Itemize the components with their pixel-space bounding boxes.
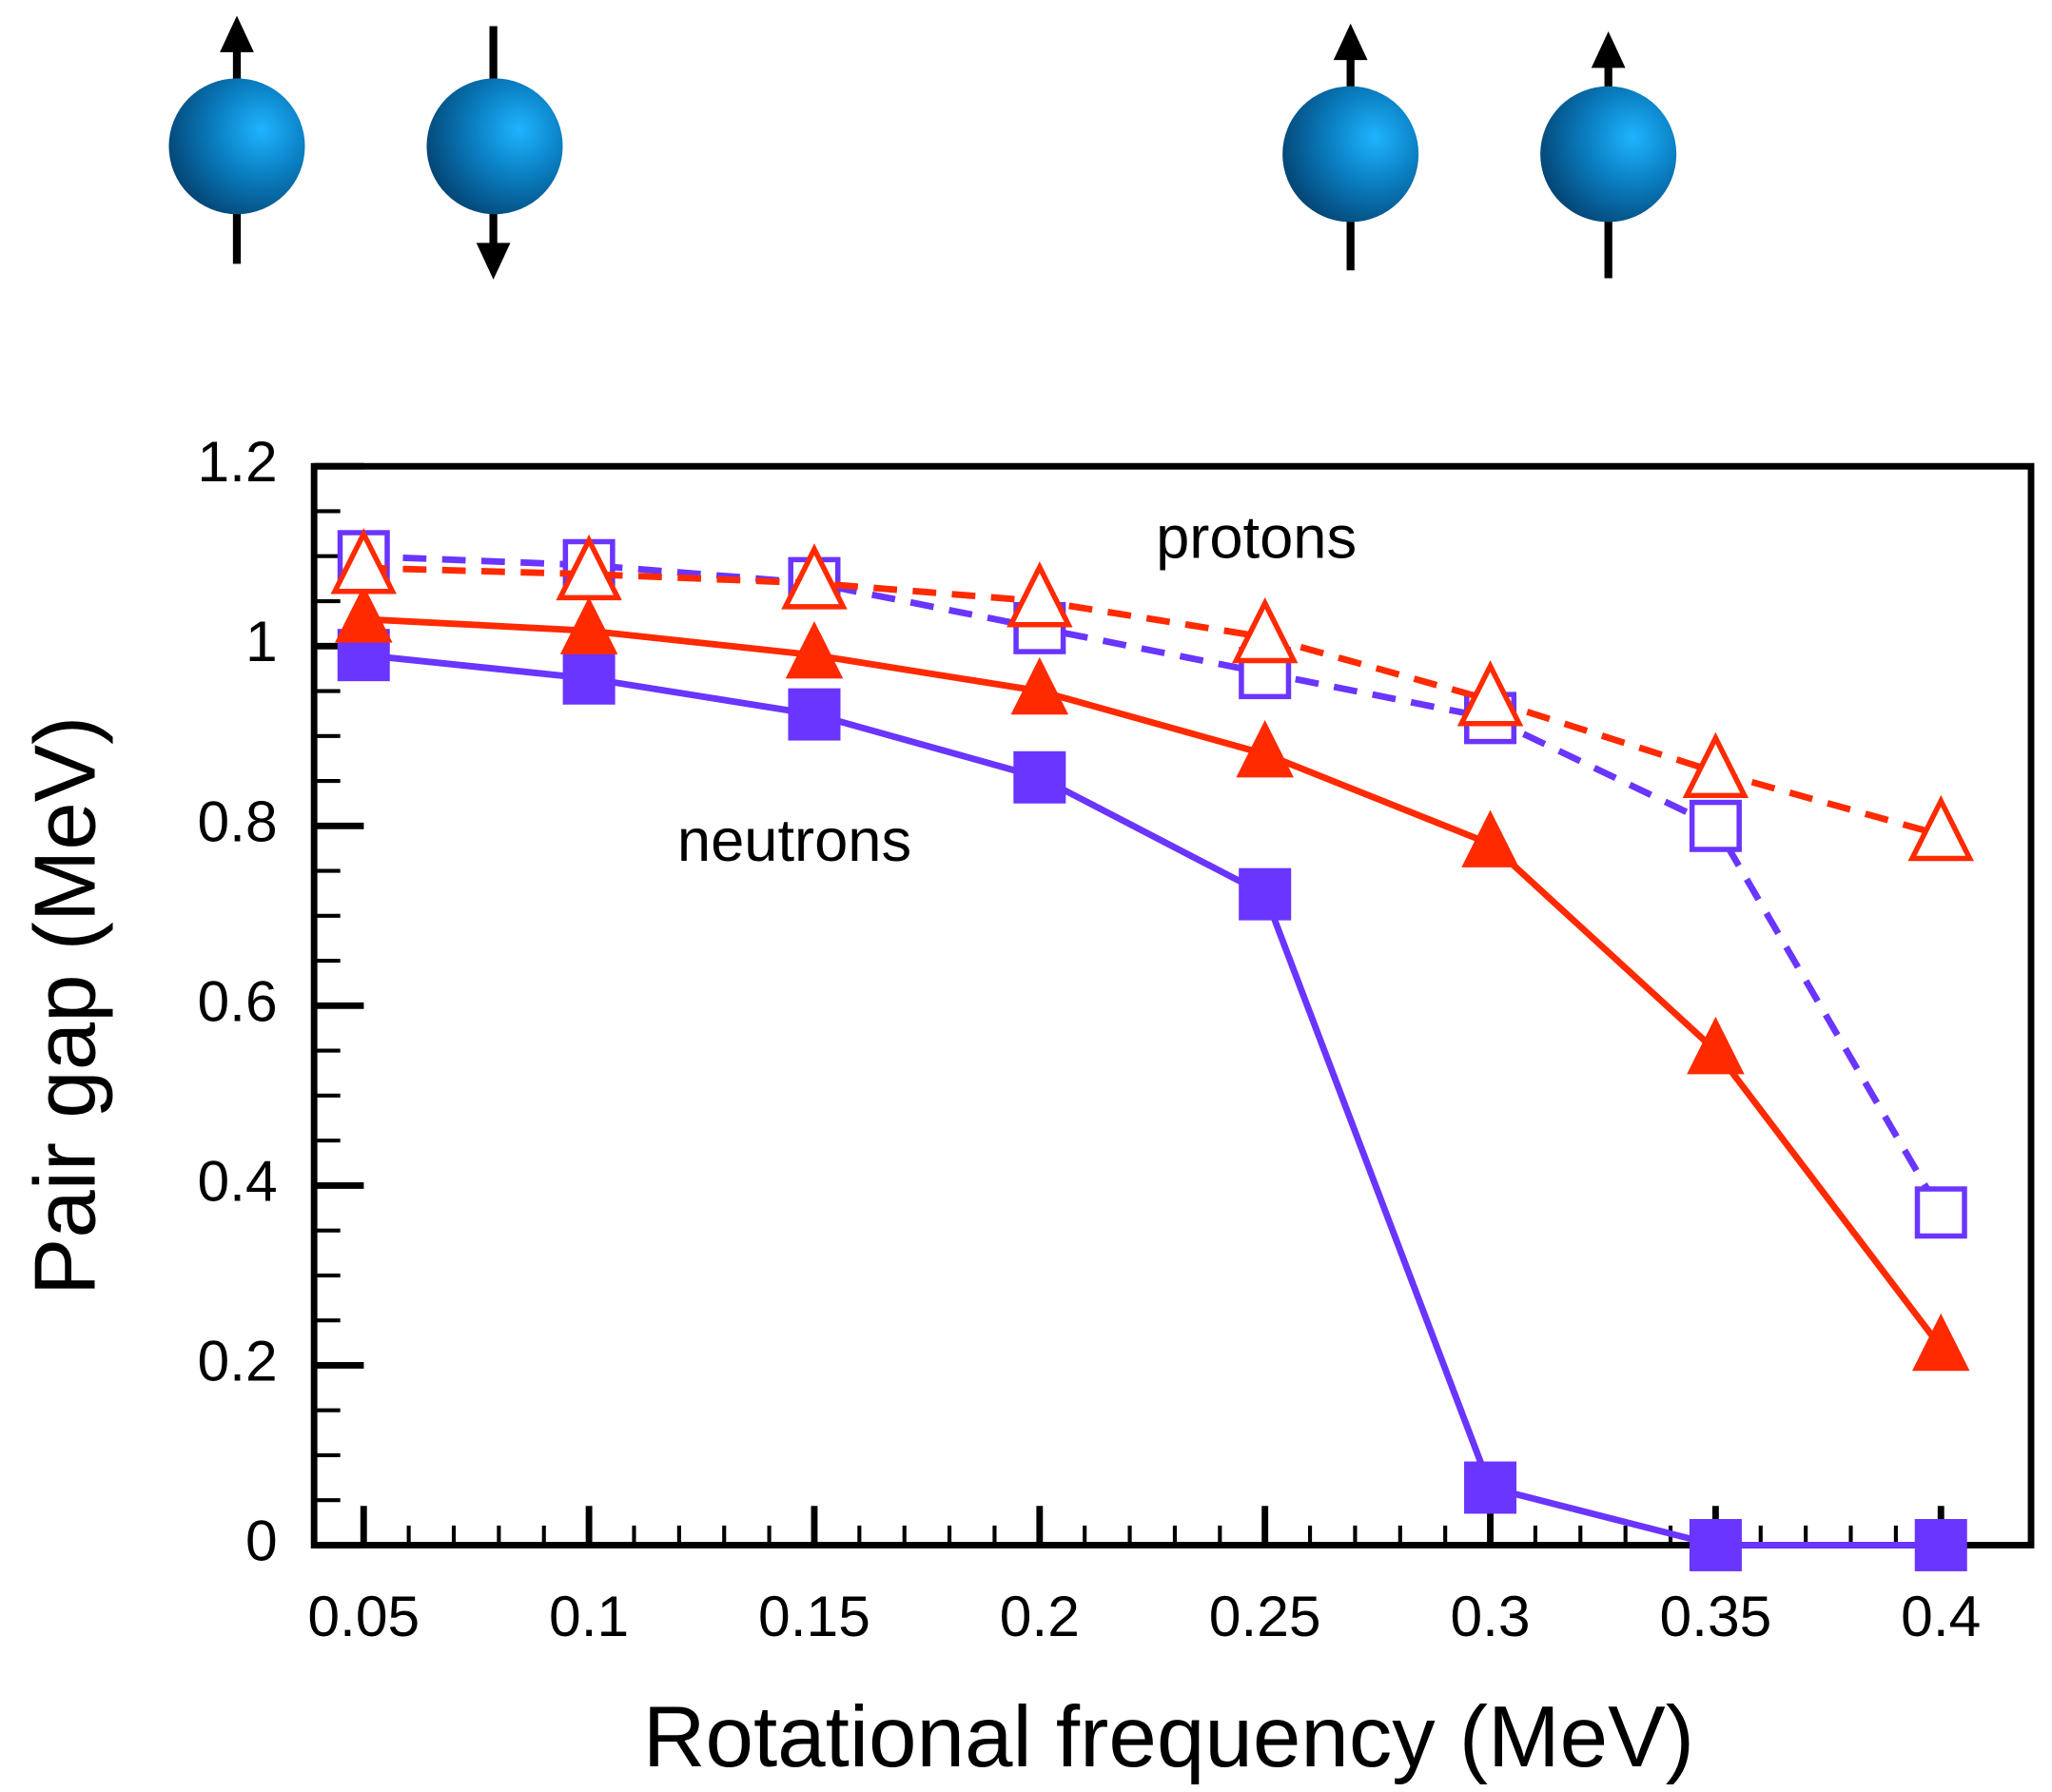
- x-tick-label: 0.15: [758, 1584, 870, 1648]
- marker: [559, 596, 618, 654]
- series-line: [363, 564, 1943, 839]
- series-line: [363, 553, 1945, 1215]
- marker: [1239, 867, 1292, 921]
- x-tick-label: 0.2: [1000, 1584, 1080, 1648]
- marker: [1006, 561, 1073, 628]
- x-tick-label: 0.3: [1450, 1584, 1530, 1648]
- marker: [1914, 1519, 1967, 1571]
- series-line: [362, 652, 1942, 1549]
- marker: [1464, 1461, 1517, 1514]
- y-axis-label: Pair gap (MeV): [18, 716, 114, 1295]
- x-tick-label: 0.1: [549, 1584, 629, 1648]
- x-tick-label: 0.4: [1901, 1584, 1981, 1648]
- marker: [1682, 731, 1749, 799]
- spin-illustration: [168, 15, 1677, 280]
- x-tick-label: 0.35: [1659, 1584, 1771, 1648]
- series: [334, 585, 1970, 1372]
- annotation: protons: [1156, 505, 1357, 572]
- annotation: neutrons: [677, 808, 911, 874]
- series: [337, 629, 1967, 1571]
- marker: [1013, 750, 1066, 804]
- y-tick-label: 0.4: [197, 1148, 277, 1213]
- marker: [562, 652, 616, 705]
- y-tick-label: 1.2: [197, 429, 277, 494]
- marker: [1907, 794, 1974, 862]
- marker: [1689, 1519, 1742, 1571]
- marker: [781, 543, 848, 610]
- series: [330, 528, 1974, 862]
- y-tick-label: 1: [245, 609, 278, 673]
- marker: [556, 534, 622, 601]
- marker: [788, 688, 841, 741]
- y-tick-label: 0.6: [197, 968, 277, 1033]
- marker: [1010, 656, 1069, 715]
- x-tick-label: 0.05: [307, 1584, 420, 1648]
- marker: [1689, 799, 1742, 852]
- x-tick-label: 0.25: [1209, 1584, 1321, 1648]
- marker: [1231, 596, 1299, 664]
- y-tick-label: 0.8: [197, 789, 277, 853]
- y-tick-label: 0.2: [197, 1328, 277, 1393]
- marker: [1461, 809, 1519, 867]
- x-axis-label: Rotational frequency (MeV): [643, 1689, 1694, 1785]
- marker: [1687, 1016, 1745, 1075]
- series-line: [363, 615, 1944, 1350]
- marker: [1236, 719, 1294, 778]
- marker: [334, 585, 393, 643]
- marker: [1911, 1313, 1970, 1372]
- marker: [330, 528, 397, 594]
- marker: [1456, 660, 1524, 727]
- marker: [785, 621, 844, 679]
- y-tick-label: 0: [245, 1508, 278, 1572]
- marker: [1914, 1186, 1967, 1239]
